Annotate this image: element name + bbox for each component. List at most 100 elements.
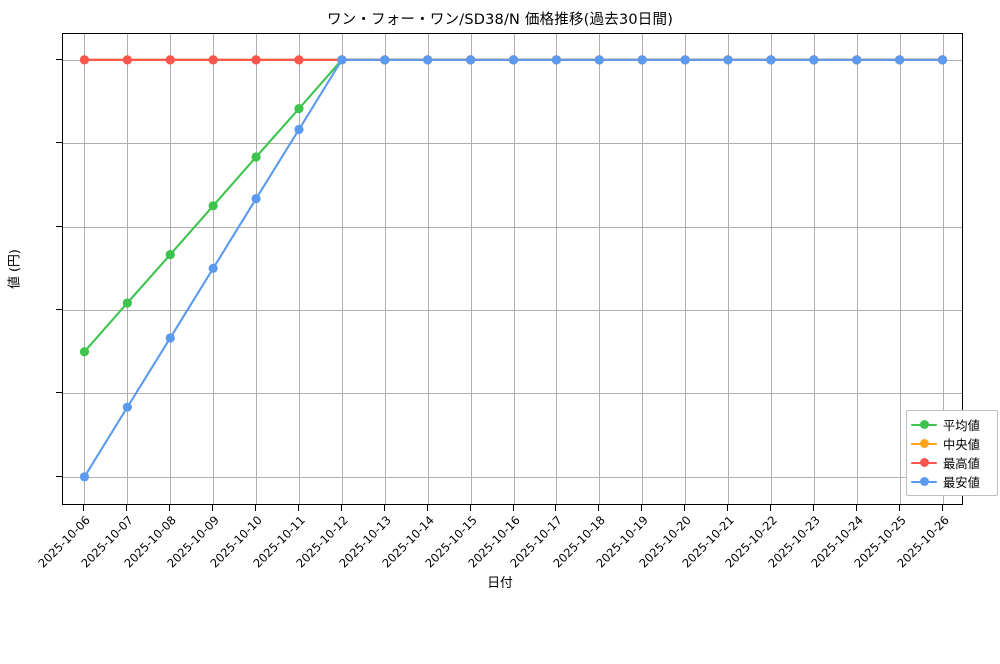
legend-swatch-icon xyxy=(911,419,937,431)
data-point xyxy=(208,263,218,273)
data-point xyxy=(251,152,261,162)
x-tick-mark xyxy=(341,505,342,511)
data-point xyxy=(79,472,90,482)
chart-root: ワン・フォー・ワン/SD38/N 価格推移(過去30日間) 値 (円) 日付 7… xyxy=(7,12,998,591)
data-point xyxy=(294,124,304,135)
data-point xyxy=(380,55,390,65)
data-point xyxy=(423,55,433,65)
data-point xyxy=(466,55,476,65)
x-tick-mark xyxy=(169,505,170,511)
gridline-vertical xyxy=(84,34,85,504)
data-point xyxy=(122,402,132,412)
data-point xyxy=(508,55,519,65)
gridline-vertical xyxy=(342,34,343,504)
x-tick-mark xyxy=(555,505,556,511)
chart-title: ワン・フォー・ワン/SD38/N 価格推移(過去30日間) xyxy=(326,12,674,28)
legend-item-最高値[interactable]: 最高値 xyxy=(911,453,992,472)
gridline-vertical xyxy=(900,34,901,504)
x-tick-mark xyxy=(212,505,213,511)
data-point xyxy=(937,55,948,65)
data-point xyxy=(122,298,132,308)
series-最安値 xyxy=(79,55,948,482)
gridline-vertical xyxy=(728,34,729,504)
data-point xyxy=(165,333,175,343)
y-tick-mark xyxy=(56,226,62,227)
x-tick-mark xyxy=(126,505,127,511)
gridline-horizontal xyxy=(63,393,962,394)
chart-legend[interactable]: 平均値中央値 最高値最安値 xyxy=(906,410,998,496)
y-tick-mark xyxy=(56,392,62,393)
data-point xyxy=(337,55,347,65)
data-point xyxy=(165,55,175,65)
gridline-vertical xyxy=(771,34,772,504)
data-point xyxy=(895,55,905,65)
gridline-horizontal xyxy=(63,227,962,228)
gridline-horizontal xyxy=(63,477,962,478)
plot-area xyxy=(62,33,963,505)
x-tick-mark xyxy=(513,505,514,511)
y-tick-mark xyxy=(56,59,62,60)
series-layer xyxy=(79,55,948,482)
gridline-vertical xyxy=(642,34,643,504)
data-point xyxy=(809,55,819,65)
x-tick-mark xyxy=(83,505,84,511)
x-tick-mark xyxy=(298,505,299,511)
x-axis-label: 日付 xyxy=(487,576,513,591)
x-tick-mark xyxy=(641,505,642,511)
data-point xyxy=(251,194,261,204)
x-tick-mark xyxy=(813,505,814,511)
data-point xyxy=(680,55,690,65)
x-tick-mark xyxy=(255,505,256,511)
gridline-horizontal xyxy=(63,310,962,311)
data-point xyxy=(79,55,90,65)
data-point xyxy=(766,55,776,65)
data-point xyxy=(594,55,604,65)
x-tick-mark xyxy=(384,505,385,511)
data-point xyxy=(208,201,218,211)
gridline-vertical xyxy=(385,34,386,504)
data-point xyxy=(251,55,261,65)
y-tick-mark xyxy=(56,142,62,143)
legend-swatch-icon xyxy=(911,457,937,469)
x-tick-mark xyxy=(427,505,428,511)
data-point xyxy=(551,55,561,65)
x-tick-mark xyxy=(684,505,685,511)
data-point xyxy=(637,55,647,65)
gridline-vertical xyxy=(428,34,429,504)
legend-label: 中央値 xyxy=(943,437,980,452)
gridline-vertical xyxy=(127,34,128,504)
data-point xyxy=(294,55,304,65)
y-tick-mark xyxy=(56,476,62,477)
legend-label: 平均値 xyxy=(943,418,980,433)
data-point xyxy=(852,55,862,65)
legend-item-中央値[interactable]: 中央値 xyxy=(911,434,992,453)
gridline-vertical xyxy=(943,34,944,504)
legend-item-最安値[interactable]: 最安値 xyxy=(911,472,992,491)
gridline-vertical xyxy=(256,34,257,504)
y-tick-mark xyxy=(56,309,62,310)
gridline-vertical xyxy=(471,34,472,504)
data-point xyxy=(122,55,132,65)
x-tick-mark xyxy=(942,505,943,511)
data-point xyxy=(208,55,218,65)
gridline-vertical xyxy=(685,34,686,504)
x-tick-mark xyxy=(856,505,857,511)
x-tick-mark xyxy=(899,505,900,511)
gridline-vertical xyxy=(857,34,858,504)
x-tick-mark xyxy=(727,505,728,511)
x-tick-mark xyxy=(470,505,471,511)
legend-swatch-icon xyxy=(911,476,937,488)
gridline-vertical xyxy=(599,34,600,504)
legend-label: 最安値 xyxy=(943,475,980,490)
gridline-vertical xyxy=(556,34,557,504)
y-axis-label: 値 (円) xyxy=(7,249,23,289)
legend-item-平均値[interactable]: 平均値 xyxy=(911,415,992,434)
series-平均値 xyxy=(79,55,948,357)
gridline-vertical xyxy=(299,34,300,504)
x-tick-mark xyxy=(598,505,599,511)
legend-swatch-icon xyxy=(911,438,937,450)
gridline-vertical xyxy=(170,34,171,504)
data-point xyxy=(294,104,304,114)
gridline-horizontal xyxy=(63,143,962,144)
data-point xyxy=(165,249,175,260)
